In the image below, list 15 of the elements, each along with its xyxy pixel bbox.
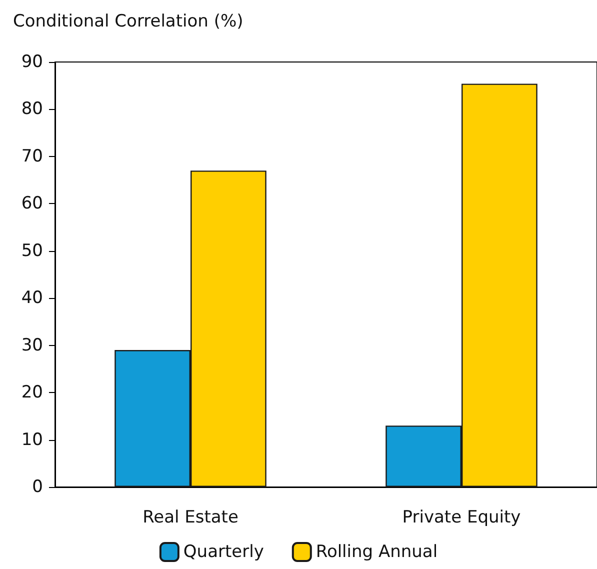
y-tick-label: 20 bbox=[21, 382, 43, 403]
x-tick-label: Private Equity bbox=[402, 508, 521, 528]
y-tick-label: 50 bbox=[21, 240, 43, 261]
x-tick-label: Real Estate bbox=[142, 508, 238, 528]
y-tick-label: 80 bbox=[21, 99, 43, 120]
y-tick-label: 90 bbox=[21, 52, 43, 72]
y-tick-label: 60 bbox=[21, 194, 43, 214]
y-tick-label: 0 bbox=[32, 477, 43, 497]
legend-label: Quarterly bbox=[183, 542, 264, 562]
y-tick-label: 10 bbox=[21, 430, 43, 450]
y-tick-label: 30 bbox=[21, 335, 43, 356]
y-axis-title: Conditional Correlation (%) bbox=[13, 12, 244, 32]
legend-label: Rolling Annual bbox=[316, 542, 438, 562]
y-tick-label: 70 bbox=[21, 146, 43, 166]
y-tick-label: 40 bbox=[21, 288, 43, 308]
